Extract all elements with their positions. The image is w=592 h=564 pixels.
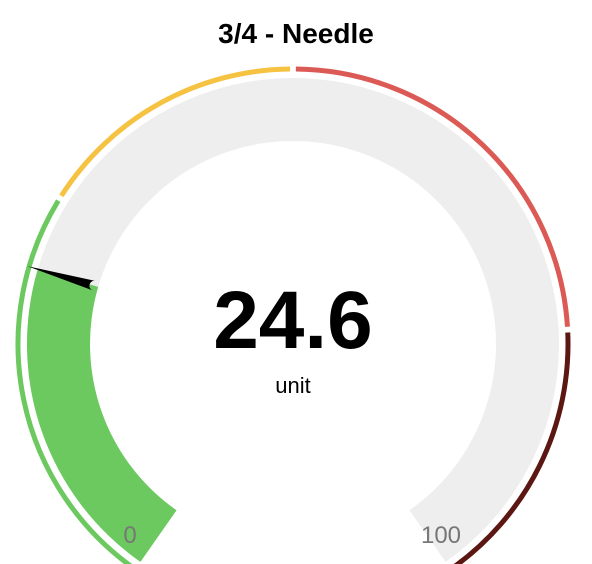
gauge-band-2 [295,66,570,327]
gauge-unit-label: unit [275,373,310,398]
gauge-band-0 [15,199,133,564]
gauge-value-fill [26,269,177,562]
gauge-color-bands [15,66,571,564]
gauge-needle [27,266,96,291]
gauge-band-1 [59,66,291,198]
gauge-min-label: 0 [123,522,136,549]
gauge-max-label: 100 [421,522,461,549]
chart-title: 3/4 - Needle [218,18,374,49]
gauge-value-label: 24.6 [213,275,373,366]
gauge-band-3 [453,332,571,564]
